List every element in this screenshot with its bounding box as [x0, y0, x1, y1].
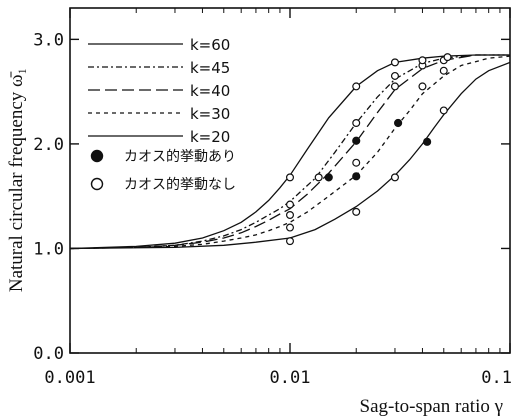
marker-open — [352, 82, 361, 91]
marker-open — [314, 173, 323, 182]
marker-open — [390, 58, 399, 67]
y-axis-label: Natural circular frequency ω̄₁ — [6, 68, 27, 292]
marker-open — [418, 82, 427, 91]
x-tick-label: 0.01 — [270, 368, 311, 388]
y-tick-label: 3.0 — [33, 30, 64, 50]
data-markers — [286, 53, 452, 246]
open-circle-icon — [90, 177, 104, 191]
marker-filled — [352, 136, 361, 145]
x-axis-label: Sag-to-span ratio γ — [360, 396, 503, 417]
legend-label: k=30 — [190, 105, 230, 123]
marker-filled — [393, 118, 403, 128]
series-line-k20 — [69, 61, 511, 250]
marker-filled — [352, 172, 361, 181]
marker-open — [390, 173, 399, 182]
marker-open — [352, 118, 361, 127]
marker-open — [439, 106, 448, 115]
series-line-k30 — [69, 55, 511, 250]
marker-open — [418, 56, 427, 65]
marker-open — [286, 223, 295, 232]
legend-label: k=40 — [190, 82, 230, 100]
marker-open — [390, 71, 399, 80]
marker-open — [439, 66, 448, 75]
marker-filled — [423, 137, 432, 146]
marker-open — [352, 158, 361, 167]
legend: k=60 k=45 k=40 k=30 k=20 — [88, 36, 230, 146]
legend-label: k=45 — [190, 59, 230, 77]
filled-circle-icon — [90, 149, 104, 163]
marker-open — [286, 237, 295, 246]
marker-open — [286, 200, 295, 209]
x-tick-label: 0.001 — [44, 368, 95, 388]
marker-legend-label: カオス的挙動あり — [124, 149, 236, 165]
marker-open — [390, 82, 399, 91]
marker-legend-label: カオス的挙動なし — [124, 177, 236, 193]
x-tick-label: 0.1 — [481, 368, 512, 388]
marker-open — [352, 207, 361, 216]
marker-open — [286, 211, 295, 220]
legend-label: k=60 — [190, 36, 230, 54]
y-tick-label: 1.0 — [33, 239, 64, 259]
y-tick-label: 2.0 — [33, 135, 64, 155]
series-line-k40 — [69, 54, 510, 250]
axis-ticks: 0.0 1.0 2.0 3.0 0.001 0.01 0.1 — [33, 8, 512, 388]
marker-open — [286, 173, 295, 182]
marker-filled — [324, 173, 333, 182]
marker-open — [443, 53, 452, 62]
y-tick-label: 0.0 — [33, 344, 64, 364]
legend-label: k=20 — [190, 128, 230, 146]
